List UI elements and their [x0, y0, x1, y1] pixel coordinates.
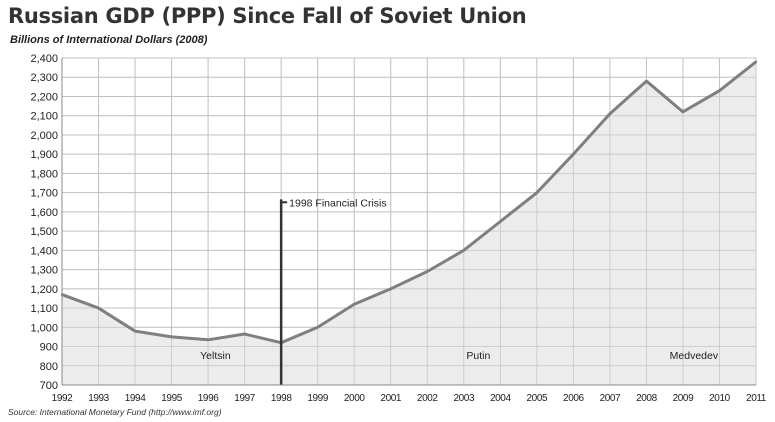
data-point	[97, 306, 100, 310]
data-point	[316, 326, 319, 329]
x-tick-label: 2009	[673, 393, 694, 404]
y-tick-label: 1,700	[30, 188, 58, 200]
chart-source: Source: International Monetary Fund (htt…	[8, 407, 222, 417]
x-tick-label: 1998	[271, 393, 292, 404]
y-tick-label: 2,200	[30, 91, 58, 103]
y-tick-label: 2,000	[30, 130, 58, 142]
gdp-area-fill	[62, 61, 756, 386]
y-tick-label: 1,000	[30, 322, 58, 334]
x-tick-label: 1995	[161, 393, 182, 404]
y-tick-label: 900	[40, 342, 58, 354]
data-point	[353, 303, 356, 306]
era-label: Medvedev	[670, 350, 719, 362]
x-tick-label: 1992	[52, 393, 73, 404]
x-tick-label: 2003	[453, 393, 474, 404]
y-tick-label: 1,300	[30, 265, 58, 277]
y-tick-label: 2,300	[30, 72, 58, 84]
y-tick-label: 800	[40, 361, 58, 373]
x-tick-label: 1994	[125, 393, 146, 404]
data-point	[608, 112, 612, 115]
data-point	[754, 60, 758, 64]
data-point	[718, 89, 721, 92]
y-tick-label: 2,100	[30, 111, 58, 123]
data-point	[133, 329, 137, 333]
x-tick-label: 2002	[417, 393, 438, 404]
data-point	[535, 191, 539, 194]
era-label: Yeltsin	[200, 350, 231, 362]
x-tick-label: 1996	[198, 393, 219, 404]
y-tick-label: 700	[40, 380, 58, 392]
y-tick-label: 1,600	[30, 207, 58, 219]
x-tick-label: 2010	[709, 393, 730, 404]
crisis-marker-label: 1998 Financial Crisis	[289, 197, 386, 209]
x-tick-label: 2000	[344, 393, 365, 404]
data-point	[499, 220, 502, 223]
x-tick-label: 1999	[307, 393, 328, 404]
data-point	[426, 270, 429, 273]
y-tick-label: 1,200	[30, 284, 58, 296]
x-tick-label: 1997	[234, 393, 255, 404]
chart-subtitle: Billions of International Dollars (2008)	[10, 34, 208, 46]
x-tick-label: 1993	[88, 393, 109, 404]
x-tick-label: 2011	[746, 393, 767, 404]
data-point	[462, 249, 465, 252]
data-point	[572, 152, 575, 156]
era-label: Putin	[466, 350, 490, 362]
y-tick-label: 1,500	[30, 226, 58, 238]
data-point	[389, 287, 392, 291]
y-tick-label: 1,800	[30, 168, 58, 180]
data-point	[645, 79, 648, 83]
x-tick-label: 2004	[490, 393, 511, 404]
x-tick-label: 2001	[380, 393, 401, 404]
y-tick-label: 2,400	[30, 53, 58, 65]
data-point	[243, 332, 246, 336]
y-tick-label: 1,100	[30, 303, 58, 315]
gdp-line	[61, 60, 757, 345]
x-tick-label: 2007	[600, 393, 621, 404]
y-tick-label: 1,900	[30, 149, 58, 161]
y-tick-label: 1,400	[30, 245, 58, 257]
x-tick-label: 2006	[563, 393, 584, 404]
data-point	[681, 110, 685, 114]
data-point	[170, 335, 173, 339]
chart-title: Russian GDP (PPP) Since Fall of Soviet U…	[8, 4, 527, 28]
x-tick-label: 2008	[636, 393, 657, 404]
x-tick-label: 2005	[527, 393, 548, 404]
data-point	[206, 338, 210, 341]
